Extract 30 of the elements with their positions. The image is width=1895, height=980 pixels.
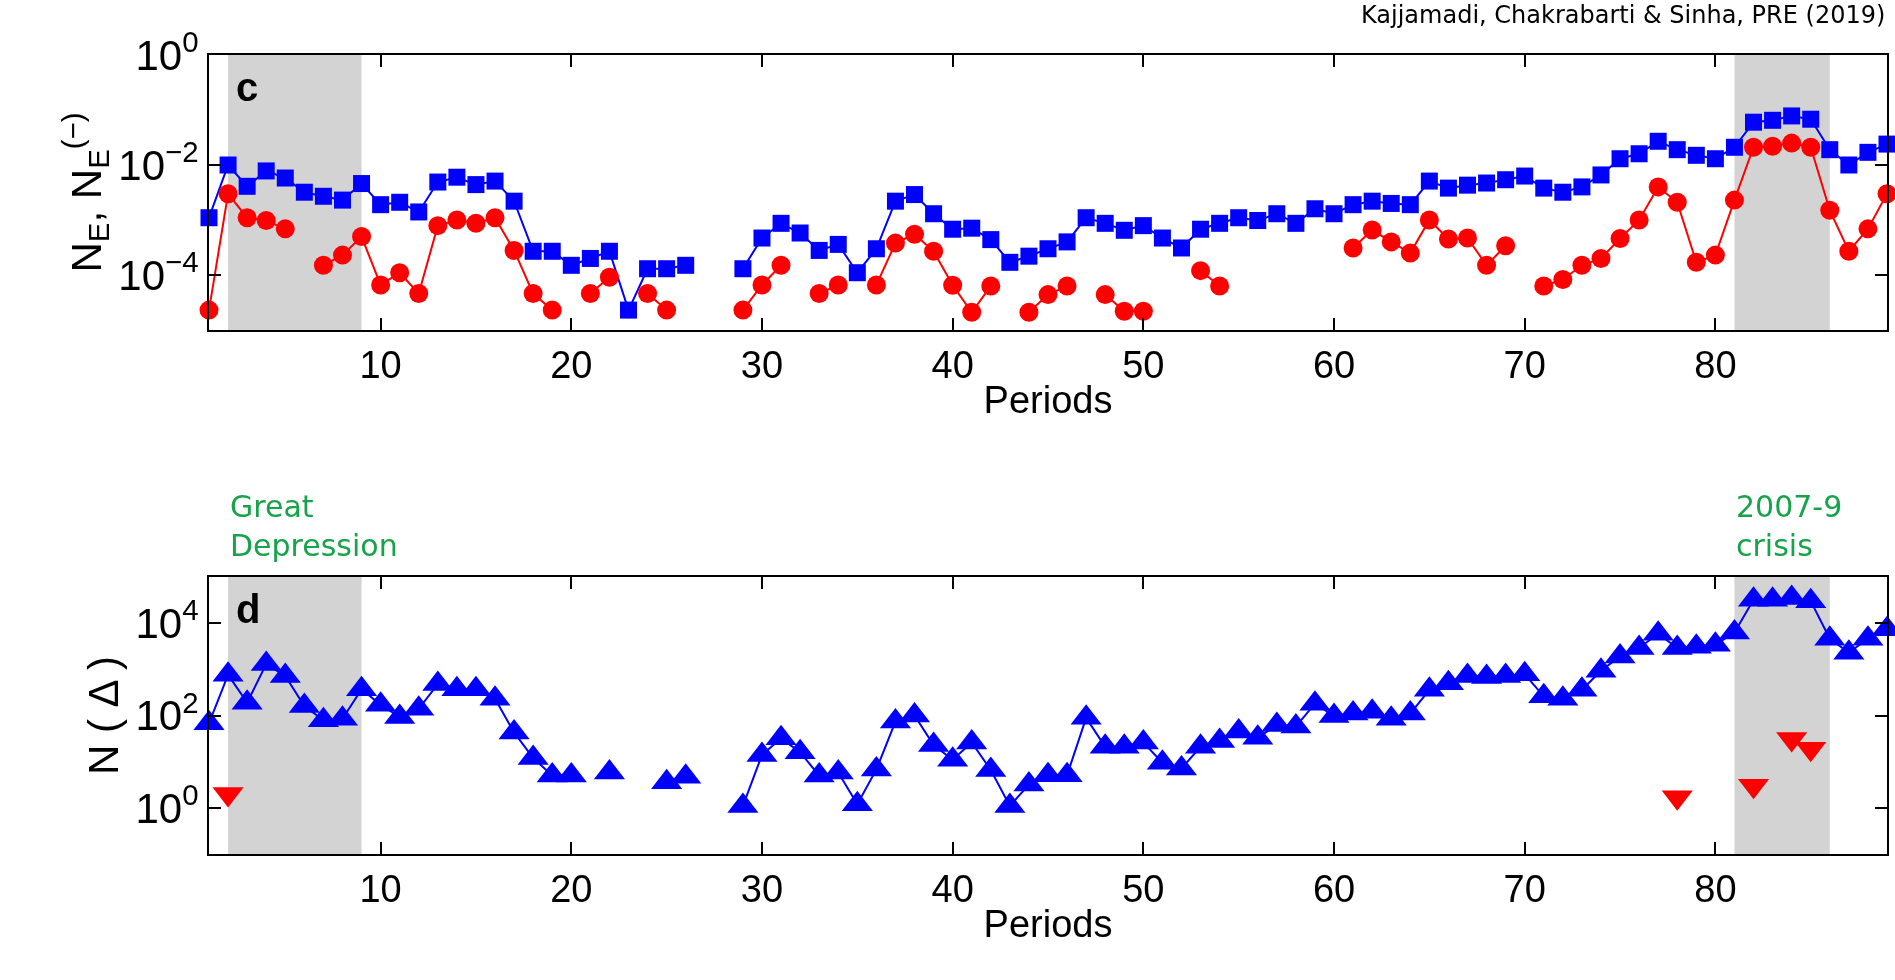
x-tick-label: 80 (1694, 343, 1737, 386)
x-tick-label: 20 (550, 343, 593, 386)
y-tick-label: 10$^{−4}$ (118, 245, 199, 299)
x-tick-label: 60 (1312, 343, 1356, 386)
band-label: 2007-9 crisis (1736, 489, 1843, 563)
x-tick-label: 40 (931, 343, 974, 386)
x-axis-title: Periods (983, 903, 1113, 946)
text: Kajjamadi, Chakrabarti & Sinha, PRE (2019) (1361, 1, 1886, 29)
x-tick-label: 10 (359, 867, 402, 910)
x-tick-label: 80 (1694, 867, 1737, 910)
y-tick-label: 10$^{0}$ (135, 25, 199, 79)
x-tick-label: 50 (1122, 343, 1165, 386)
x-tick-label: 40 (931, 867, 974, 910)
x-tick-label: 30 (740, 343, 784, 386)
y-tick-label: 10$^{4}$ (135, 593, 199, 647)
y-tick-label: 10$^{2}$ (135, 685, 199, 740)
annotation: c (236, 65, 259, 109)
y-tick-label: 10$^{−2}$ (118, 135, 199, 189)
band-label: Great Depression (230, 489, 398, 563)
y-tick-label: 10$^{0}$ (135, 777, 199, 832)
x-tick-label: 60 (1312, 867, 1356, 910)
annotation: d (236, 587, 261, 631)
x-axis-title: Periods (983, 379, 1113, 422)
x-tick-label: 30 (740, 867, 784, 910)
x-tick-label: 70 (1503, 867, 1546, 910)
x-tick-label: 70 (1503, 343, 1546, 386)
x-tick-label: 20 (550, 867, 593, 910)
x-tick-label: 10 (359, 343, 402, 386)
y-axis-title: N ( Δ ) (79, 655, 127, 776)
x-tick-label: 50 (1122, 867, 1165, 910)
